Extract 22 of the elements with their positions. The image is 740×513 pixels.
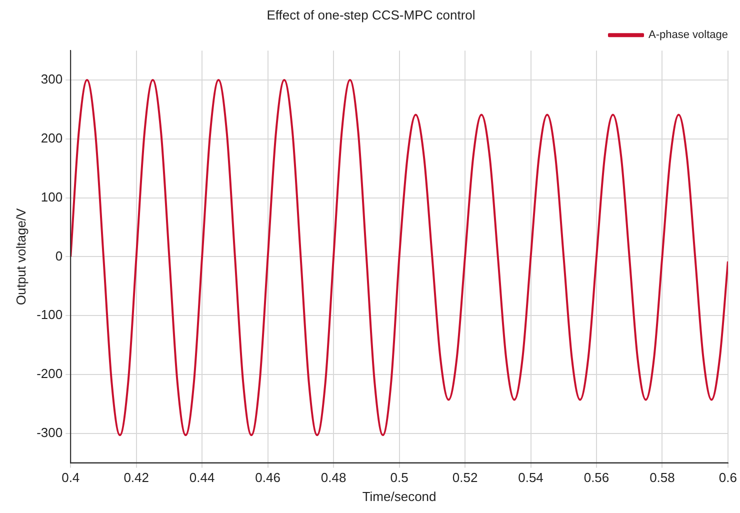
y-tick-label: -100 <box>36 307 63 322</box>
y-tick-label: 0 <box>55 248 63 264</box>
x-tick-label: 0.42 <box>124 470 150 486</box>
y-tick-label: 300 <box>40 72 63 87</box>
x-tick-label: 0.58 <box>650 470 675 486</box>
x-tick-label: 0.54 <box>518 470 544 486</box>
y-tick-label: 200 <box>40 130 63 146</box>
x-axis-title: Time/second <box>362 488 436 504</box>
x-tick-label: 0.48 <box>320 470 346 486</box>
x-tick-label: 0.4 <box>62 470 80 486</box>
y-tick-label: -300 <box>36 424 63 440</box>
y-tick-label: 100 <box>40 189 63 204</box>
y-axis-title: Output voltage/V <box>13 208 28 306</box>
legend-label: A-phase voltage <box>648 29 728 42</box>
x-tick-label: 0.5 <box>390 470 408 486</box>
chart-title: Effect of one-step CCS-MPC control <box>266 7 476 22</box>
x-tick-label: 0.46 <box>255 470 280 486</box>
x-tick-label: 0.6 <box>718 470 738 486</box>
y-tick-label: -200 <box>36 366 63 382</box>
x-tick-label: 0.44 <box>189 470 215 486</box>
x-tick-label: 0.56 <box>584 470 610 486</box>
x-tick-label: 0.52 <box>452 470 478 486</box>
